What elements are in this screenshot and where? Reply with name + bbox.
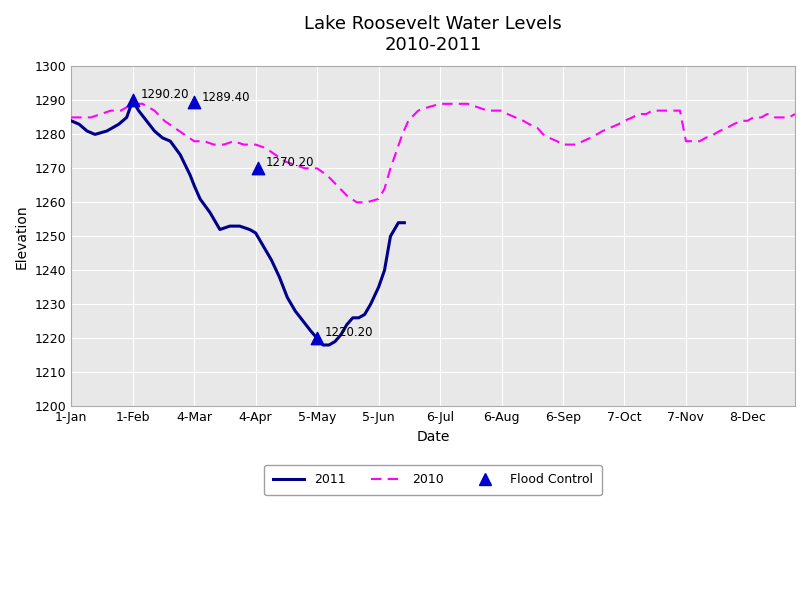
Y-axis label: Elevation: Elevation xyxy=(15,204,29,269)
Text: 1290.20: 1290.20 xyxy=(141,88,189,101)
Text: 1289.40: 1289.40 xyxy=(202,91,250,104)
Text: 1270.20: 1270.20 xyxy=(266,156,314,169)
Text: 1220.20: 1220.20 xyxy=(325,326,373,339)
Legend: 2011, 2010, Flood Control: 2011, 2010, Flood Control xyxy=(264,465,602,495)
Point xyxy=(126,95,139,104)
Title: Lake Roosevelt Water Levels
2010-2011: Lake Roosevelt Water Levels 2010-2011 xyxy=(305,15,562,54)
Point xyxy=(251,163,264,173)
Point xyxy=(188,98,201,107)
X-axis label: Date: Date xyxy=(416,429,450,444)
Point xyxy=(310,333,323,342)
